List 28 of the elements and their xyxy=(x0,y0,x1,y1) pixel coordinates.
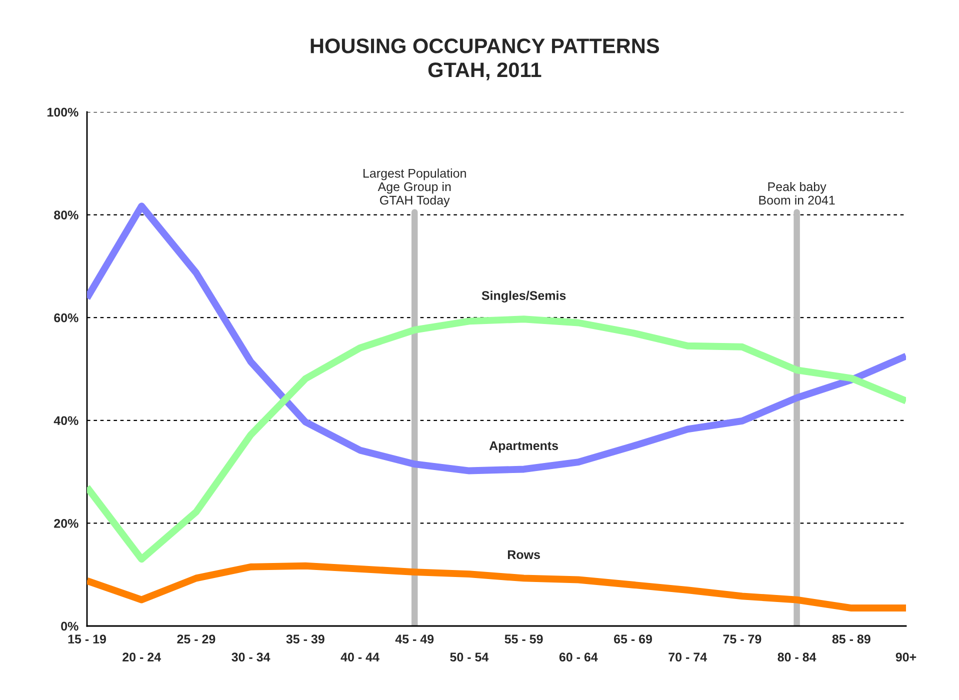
x-tick-label: 30 - 34 xyxy=(232,652,270,662)
x-tick-label: 75 - 79 xyxy=(723,634,762,644)
series-label: Singles/Semis xyxy=(482,290,566,302)
x-tick-label: 20 - 24 xyxy=(122,652,161,662)
y-tick-label: 40% xyxy=(54,416,78,426)
y-tick-label: 60% xyxy=(54,313,78,322)
x-tick-label: 90+ xyxy=(896,652,916,662)
x-tick-label: 65 - 69 xyxy=(614,634,652,644)
series-label: Rows xyxy=(508,550,540,560)
series-label: Apartments xyxy=(489,441,558,453)
y-tick-label: 100% xyxy=(47,108,78,117)
x-tick-label: 15 - 19 xyxy=(68,634,106,644)
x-tick-label: 50 - 54 xyxy=(450,652,489,662)
x-tick-label: 60 - 64 xyxy=(559,652,598,662)
x-tick-label: 40 - 44 xyxy=(340,652,380,662)
x-tick-label: 35 - 39 xyxy=(286,634,324,644)
x-tick-label: 70 - 74 xyxy=(668,652,707,662)
y-tick-label: 0% xyxy=(61,622,78,631)
y-tick-label: 80% xyxy=(54,210,78,220)
chart-title: HOUSING OCCUPANCY PATTERNS GTAH, 2011 xyxy=(310,38,660,80)
x-tick-label: 45 - 49 xyxy=(395,634,434,644)
x-tick-label: 80 - 84 xyxy=(778,652,816,662)
x-tick-label: 55 - 59 xyxy=(504,634,543,644)
ref-line-label: Peak baby Boom in 2041 xyxy=(759,182,835,205)
y-tick-label: 20% xyxy=(54,519,78,528)
x-tick-label: 25 - 29 xyxy=(177,634,216,644)
x-tick-label: 85 - 89 xyxy=(832,634,870,644)
ref-line-label: Largest Population Age Group in GTAH Today xyxy=(364,168,466,208)
